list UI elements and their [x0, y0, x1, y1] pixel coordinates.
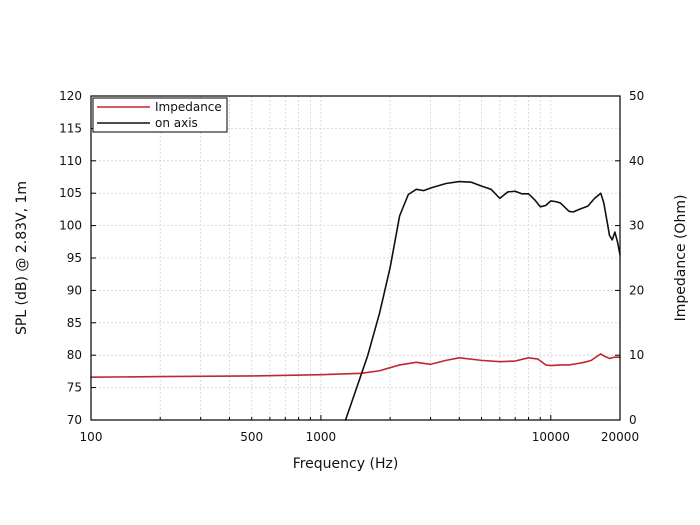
- y-tick-label: 75: [67, 381, 82, 395]
- legend-box: [92, 97, 228, 133]
- y-tick-label: 85: [67, 316, 82, 330]
- y-tick-label: 115: [59, 121, 82, 135]
- tick-labels: 70 75 80 85 90 95 100 105 110 115 120 0 10 20 30 40 50 10…: [59, 89, 644, 444]
- grid: [91, 96, 620, 420]
- y2-tick-label: 0: [629, 413, 637, 427]
- y-tick-label: 70: [67, 413, 82, 427]
- x-tick-label: 20000: [601, 430, 639, 444]
- y-tick-label: 90: [67, 283, 82, 297]
- y-tick-label: 120: [59, 89, 82, 103]
- x-tick-label: 1000: [306, 430, 337, 444]
- series-line-on-axis: [344, 180, 621, 421]
- tick-marks: [91, 95, 620, 421]
- legend: Impedance on axis: [92, 97, 228, 133]
- series-layer: [90, 180, 621, 421]
- y2-tick-label: 30: [629, 219, 644, 233]
- legend-label-impedance: Impedance: [155, 100, 222, 114]
- y-axis-title: SPL (dB) @ 2.83V, 1m: [14, 181, 30, 335]
- y2-tick-label: 20: [629, 283, 644, 297]
- y-tick-label: 100: [59, 219, 82, 233]
- y2-tick-label: 50: [629, 89, 644, 103]
- y-tick-label: 80: [67, 348, 82, 362]
- x-axis-title: Frequency (Hz): [293, 456, 399, 472]
- y-tick-label: 110: [59, 154, 82, 168]
- y2-tick-label: 40: [629, 154, 644, 168]
- legend-label-on-axis: on axis: [155, 116, 198, 130]
- y-tick-label: 95: [67, 251, 82, 265]
- x-tick-label: 100: [80, 430, 103, 444]
- x-tick-label: 10000: [532, 430, 570, 444]
- y-tick-label: 105: [59, 186, 82, 200]
- x-tick-label: 500: [240, 430, 263, 444]
- series-line-impedance: [90, 353, 621, 379]
- y2-axis-title: Impedance (Ohm): [673, 195, 689, 322]
- y2-tick-label: 10: [629, 348, 644, 362]
